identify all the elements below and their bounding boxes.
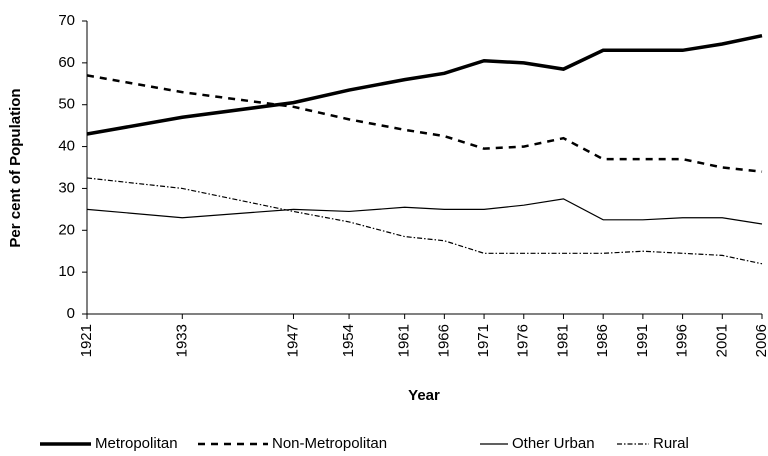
y-tick-label: 10 — [58, 263, 75, 280]
y-tick-label: 50 — [58, 96, 75, 113]
x-axis-label: Year — [408, 387, 440, 404]
legend-label: Non-Metropolitan — [272, 435, 387, 452]
x-tick-label: 1961 — [396, 324, 413, 357]
x-tick-label: 1976 — [515, 324, 532, 357]
x-tick-label: 1986 — [594, 324, 611, 357]
x-tick-label: 2001 — [713, 324, 730, 357]
series-line — [86, 33, 763, 136]
series-line — [86, 177, 763, 265]
y-tick-label: 30 — [58, 179, 75, 196]
x-tick-label: 1947 — [284, 324, 301, 357]
series-line — [86, 198, 763, 225]
x-tick-label: 1966 — [435, 324, 452, 357]
y-tick-label: 60 — [58, 54, 75, 71]
x-tick-label: 1981 — [554, 324, 571, 357]
legend-label: Metropolitan — [95, 435, 178, 452]
x-tick-label: 1954 — [340, 324, 357, 357]
y-tick-label: 40 — [58, 138, 75, 155]
y-axis-label: Per cent of Population — [7, 88, 24, 247]
legend-label: Other Urban — [512, 435, 595, 452]
x-tick-label: 1996 — [674, 324, 691, 357]
series-line — [86, 74, 763, 173]
x-tick-label: 1991 — [634, 324, 651, 357]
x-tick-label: 1921 — [78, 324, 95, 357]
x-tick-label: 1971 — [475, 324, 492, 357]
x-tick-label: 2006 — [753, 324, 768, 357]
y-tick-label: 20 — [58, 221, 75, 238]
y-tick-label: 0 — [67, 305, 75, 322]
x-tick-label: 1933 — [173, 324, 190, 357]
legend-label: Rural — [653, 435, 689, 452]
y-tick-label: 70 — [58, 12, 75, 29]
